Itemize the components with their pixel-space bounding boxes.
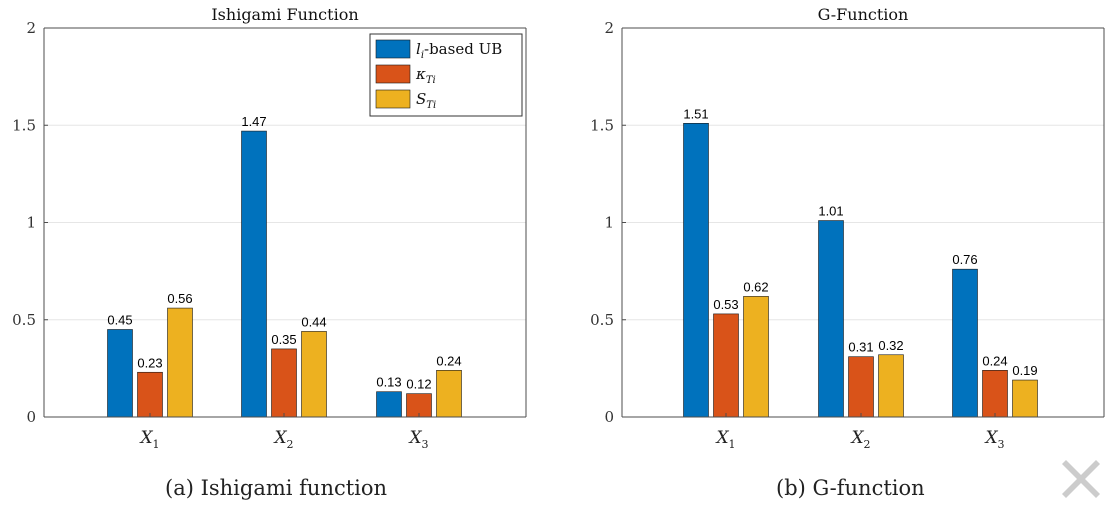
data-label: 1.51	[683, 106, 708, 121]
bar-2-series-1	[241, 130, 267, 418]
bar-1-series-2	[713, 313, 739, 418]
chart-panel-1: 0 0.5 1 1.5 2 0.45 1.47 0.13 0.23 0.35 0.12 0.56 0.4…	[12, 5, 527, 451]
bar-2-series-3	[301, 331, 327, 418]
data-label: 0.76	[952, 252, 977, 267]
data-label: 0.32	[878, 338, 903, 353]
data-label: 0.44	[301, 314, 326, 329]
data-label: 0.53	[713, 297, 738, 312]
x-tick-label: X3	[407, 428, 428, 451]
y-tick-label: 1	[604, 214, 614, 232]
y-tick-label: 1.5	[590, 116, 614, 134]
x-tick-label: X3	[983, 428, 1004, 451]
y-tick-label: 1.5	[12, 116, 36, 134]
data-label: 0.23	[137, 355, 162, 370]
data-label: 1.47	[241, 114, 266, 129]
bar-2-series-3	[878, 354, 904, 418]
legend-swatch	[375, 89, 411, 109]
y-tick-label: 2	[604, 19, 614, 37]
data-label: 0.12	[406, 377, 431, 392]
data-label: 0.56	[167, 291, 192, 306]
bar-3-series-3	[1012, 379, 1038, 418]
bar-1-series-3	[167, 307, 193, 418]
close-icon[interactable]	[1056, 454, 1106, 504]
bar-1-series-3	[743, 296, 769, 418]
chart-title: G-Function	[818, 5, 909, 24]
legend-swatch	[375, 39, 411, 59]
y-tick-label: 0.5	[590, 311, 614, 329]
data-label: 0.31	[848, 340, 873, 355]
x-tick-label: X2	[849, 428, 870, 451]
caption-b: (b) G-function	[776, 476, 925, 500]
bar-1-series-1	[107, 329, 133, 418]
chart-title: Ishigami Function	[211, 5, 358, 24]
bar-3-series-2	[982, 370, 1008, 418]
chart-panel-2: 0 0.5 1 1.5 2 1.51 1.01 0.76 0.53 0.31 0.24 0.62 0.3…	[590, 5, 1105, 451]
data-label: 0.35	[271, 332, 296, 347]
legend-label: li-based UB	[416, 40, 502, 61]
bar-3-series-3	[436, 370, 462, 418]
bar-2-series-1	[818, 220, 844, 418]
data-label: 0.62	[743, 279, 768, 294]
bar-2-series-2	[848, 356, 874, 418]
y-tick-label: 0	[26, 408, 36, 426]
bar-1-series-2	[137, 371, 163, 418]
y-tick-label: 2	[26, 19, 36, 37]
data-label: 0.19	[1012, 363, 1037, 378]
y-tick-label: 1	[26, 214, 36, 232]
legend-label: STi	[416, 90, 436, 111]
caption-a: (a) Ishigami function	[165, 476, 388, 500]
legend: li-based UB κTi STi	[369, 33, 523, 117]
x-tick-label: X1	[714, 428, 735, 451]
legend-label: κTi	[415, 65, 436, 86]
data-label: 0.24	[436, 353, 461, 368]
y-tick-label: 0	[604, 408, 614, 426]
x-tick-label: X2	[272, 428, 293, 451]
x-tick-label: X1	[138, 428, 159, 451]
data-label: 0.24	[982, 353, 1007, 368]
legend-swatch	[375, 64, 411, 84]
data-label: 1.01	[818, 204, 843, 219]
bar-3-series-1	[952, 268, 978, 418]
y-tick-label: 0.5	[12, 311, 36, 329]
data-label: 0.45	[107, 312, 132, 327]
bar-2-series-2	[271, 348, 297, 418]
bar-1-series-1	[683, 123, 709, 418]
data-label: 0.13	[376, 375, 401, 390]
bar-3-series-1	[376, 391, 402, 418]
